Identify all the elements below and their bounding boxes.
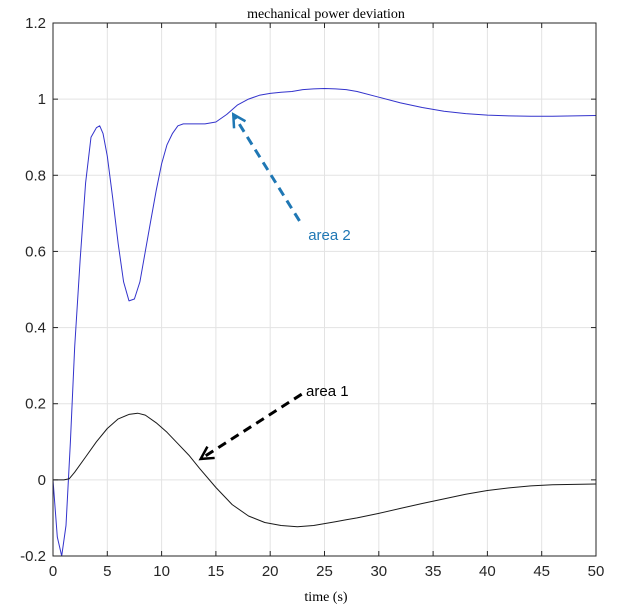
x-tick-label: 10 xyxy=(153,563,170,580)
x-tick-label: 0 xyxy=(49,563,57,580)
y-tick-label: 1 xyxy=(38,91,46,108)
x-tick-label: 25 xyxy=(316,563,333,580)
annotation-label-1: area 2 xyxy=(308,227,351,244)
annotation-arrowhead-1 xyxy=(231,112,247,129)
series-line-1 xyxy=(52,88,597,557)
y-tick-label: 0.2 xyxy=(25,396,46,413)
annotation-arrowhead-2 xyxy=(198,446,215,461)
series-group xyxy=(52,88,597,557)
grid xyxy=(52,22,597,557)
y-tick-label: 1.2 xyxy=(25,15,46,32)
x-tick-label: 50 xyxy=(588,563,605,580)
y-tick-label: 0.4 xyxy=(25,320,46,337)
annotations: area 2 area 1 xyxy=(198,112,351,461)
annotation-label-2: area 1 xyxy=(306,383,349,400)
x-tick-label: 15 xyxy=(208,563,225,580)
annotation-arrow-1 xyxy=(232,113,301,222)
x-tick-label: 20 xyxy=(262,563,279,580)
annotation-arrow-2 xyxy=(199,392,303,461)
y-tick-label: 0.8 xyxy=(25,167,46,184)
x-tick-label: 30 xyxy=(370,563,387,580)
chart-title: mechanical power deviation xyxy=(247,7,405,22)
y-tick-label: -0.2 xyxy=(20,548,46,565)
x-tick-label: 5 xyxy=(103,563,111,580)
x-tick-label: 45 xyxy=(533,563,550,580)
x-tick-label: 35 xyxy=(425,563,442,580)
ticks: 0 5 10 15 20 25 30 35 40 45 50-0.200.20.40.60.811.… xyxy=(20,15,604,580)
y-tick-label: 0.6 xyxy=(25,243,46,260)
x-tick-label: 40 xyxy=(479,563,496,580)
x-axis-label: time (s) xyxy=(304,590,347,605)
series-line-2 xyxy=(53,412,597,528)
y-tick-label: 0 xyxy=(38,472,46,489)
